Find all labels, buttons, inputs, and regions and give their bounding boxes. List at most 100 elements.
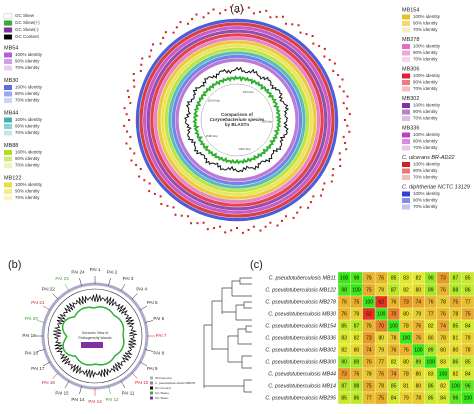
- gene-marker: [195, 13, 198, 16]
- gene-marker: [336, 74, 339, 77]
- legend-label: 70% identity: [15, 195, 40, 200]
- legend-swatch: [4, 98, 12, 103]
- row-label: C. pseudotuberculosis MB336: [265, 335, 336, 341]
- pai-tick: [52, 293, 59, 300]
- genome-ring: [139, 22, 335, 218]
- gene-marker: [344, 119, 346, 121]
- gene-marker: [160, 202, 163, 205]
- legend-swatch: [4, 124, 12, 129]
- gene-marker: [259, 229, 262, 232]
- cell-value: 62: [366, 311, 372, 317]
- genome-ring: [135, 18, 339, 222]
- gene-marker: [299, 31, 302, 34]
- pai-tick: [42, 361, 51, 367]
- cell-value: 82: [354, 335, 360, 341]
- legend-swatch: [402, 162, 410, 167]
- legend-swatch: [402, 57, 410, 62]
- gene-marker: [346, 124, 349, 127]
- gene-marker: [159, 195, 162, 198]
- genome-ring: [168, 51, 306, 189]
- center-text: by BLASTn: [225, 122, 250, 127]
- gene-marker: [236, 11, 238, 13]
- gene-marker: [219, 225, 222, 228]
- cell-value: 76: [366, 323, 372, 329]
- gene-marker: [139, 69, 142, 72]
- cell-value: 88: [354, 383, 360, 389]
- center-text: Comparison of: [221, 112, 253, 117]
- gene-marker: [123, 124, 126, 127]
- pai-tick: [42, 305, 51, 311]
- pai-label: PAI 11: [122, 390, 135, 395]
- legend-label: 70% identity: [413, 204, 438, 209]
- cell-value: 75: [453, 299, 459, 305]
- legend-label: 90% identity: [413, 80, 438, 85]
- gene-marker: [143, 179, 146, 182]
- gene-marker: [252, 12, 255, 15]
- pai-tick: [108, 386, 111, 395]
- legend-title: MB278: [402, 37, 419, 43]
- gene-marker: [345, 107, 348, 110]
- cell-value: 78: [465, 347, 471, 353]
- legend-swatch: [150, 376, 153, 380]
- pai-label: PAI 15: [55, 390, 69, 395]
- legend-swatch: [402, 44, 410, 49]
- cell-value: 81: [453, 335, 459, 341]
- legend-swatch: [4, 91, 12, 97]
- gene-marker: [140, 63, 143, 66]
- cell-value: 80: [416, 371, 422, 377]
- gene-marker: [166, 204, 169, 207]
- gene-marker: [125, 142, 128, 145]
- cell-value: 80: [416, 287, 422, 293]
- pai-label: PAI 8: [153, 350, 164, 355]
- legend-swatch: [4, 150, 12, 155]
- legend-label: 70% identity: [15, 65, 40, 70]
- cell-value: 100: [377, 311, 386, 317]
- gene-marker: [230, 229, 233, 232]
- gene-marker: [207, 12, 210, 15]
- legend-swatch: [4, 85, 12, 90]
- row-label: C. pseudotuberculosis MB278: [265, 299, 336, 305]
- kbp-label: 100 kbp: [243, 90, 254, 94]
- pai-tick: [36, 320, 45, 323]
- panel-label: (b): [8, 259, 21, 271]
- cell-value: 76: [440, 287, 446, 293]
- cell-value: 84: [440, 395, 446, 401]
- gene-marker: [338, 152, 341, 155]
- pai-label: PAI 19: [22, 333, 36, 338]
- cell-value: 100: [365, 299, 374, 305]
- gene-marker: [132, 73, 135, 76]
- gene-marker: [323, 47, 326, 50]
- gene-marker: [129, 102, 132, 105]
- cell-value: 74: [416, 299, 422, 305]
- gene-marker: [135, 163, 138, 166]
- legend-swatch: [4, 195, 12, 201]
- legend-title: C. diphtheriae NCTC 13129: [402, 184, 470, 190]
- legend-label: 90% identity: [15, 59, 40, 64]
- legend-label: 90% identity: [413, 21, 438, 26]
- genome-ring: [161, 43, 314, 197]
- kbp-label: 1000 kbp: [238, 147, 251, 151]
- legend-label: 70% identity: [413, 116, 438, 121]
- gene-marker: [129, 147, 132, 150]
- legend-label: 70% identity: [413, 57, 438, 62]
- cell-value: 85: [465, 359, 471, 365]
- cell-value: 78: [453, 311, 459, 317]
- legend-label: 70% identity: [413, 27, 438, 32]
- cell-value: 98: [354, 275, 360, 281]
- legend-label: 100% identity: [413, 73, 441, 78]
- genome-ring: [175, 58, 299, 182]
- gene-marker: [241, 8, 244, 11]
- cell-value: 75: [366, 287, 372, 293]
- gene-marker: [299, 206, 302, 209]
- legend-label: 90% identity: [413, 168, 438, 173]
- gene-marker: [339, 164, 342, 167]
- cell-value: 82: [391, 359, 397, 365]
- gene-marker: [258, 10, 261, 13]
- gene-marker: [230, 6, 233, 9]
- pai-label: PAI 5: [147, 300, 158, 305]
- legend-title: MB88: [4, 143, 18, 149]
- cell-value: 78: [378, 383, 384, 389]
- ring: [47, 288, 143, 384]
- center-text: Genomic View of: [82, 331, 108, 335]
- gene-marker: [276, 224, 279, 227]
